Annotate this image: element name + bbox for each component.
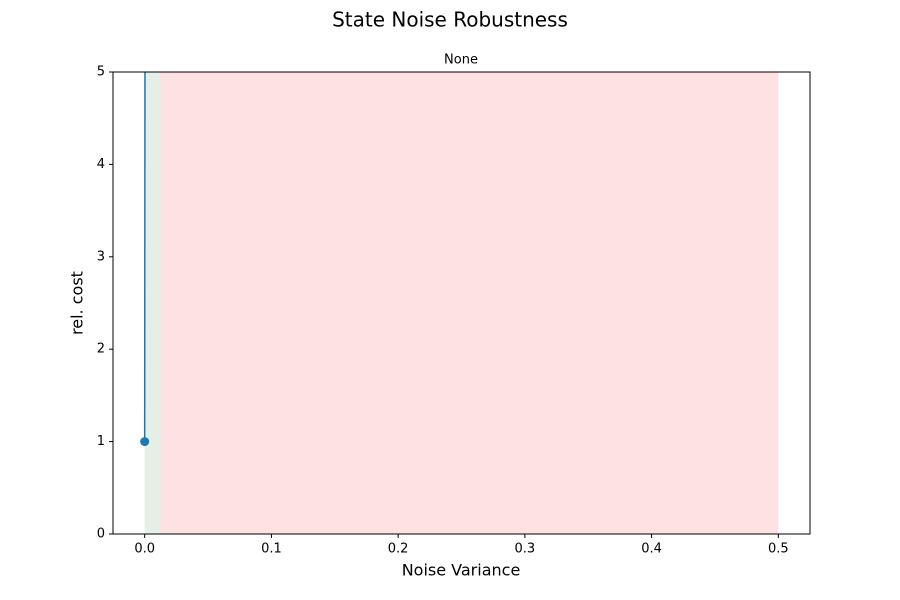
- plot-area: [140, 72, 779, 534]
- x-tick-label: 0.4: [641, 542, 662, 557]
- series-line: [143, 72, 146, 442]
- x-tick-label: 0.0: [134, 542, 155, 557]
- y-tick-label: 5: [97, 65, 105, 80]
- shaded-span: [160, 72, 779, 534]
- x-tick-label: 0.5: [768, 542, 789, 557]
- x-tick-label: 0.3: [515, 542, 536, 557]
- shaded-span: [144, 72, 161, 534]
- x-tick-label: 0.2: [388, 542, 409, 557]
- y-tick-label: 2: [97, 342, 105, 357]
- axes-frame: [112, 71, 811, 535]
- x-axis-label: Noise Variance: [402, 561, 521, 580]
- y-tick-label: 1: [97, 434, 105, 449]
- y-axis-label: rel. cost: [68, 271, 87, 335]
- y-tick-label: 3: [97, 249, 105, 264]
- y-tick-label: 0: [97, 527, 105, 542]
- x-tick-label: 0.1: [261, 542, 282, 557]
- y-tick-label: 4: [97, 157, 105, 172]
- data-point: [140, 437, 150, 447]
- chart-title: State Noise Robustness: [332, 8, 568, 32]
- subplot-title: None: [444, 53, 478, 68]
